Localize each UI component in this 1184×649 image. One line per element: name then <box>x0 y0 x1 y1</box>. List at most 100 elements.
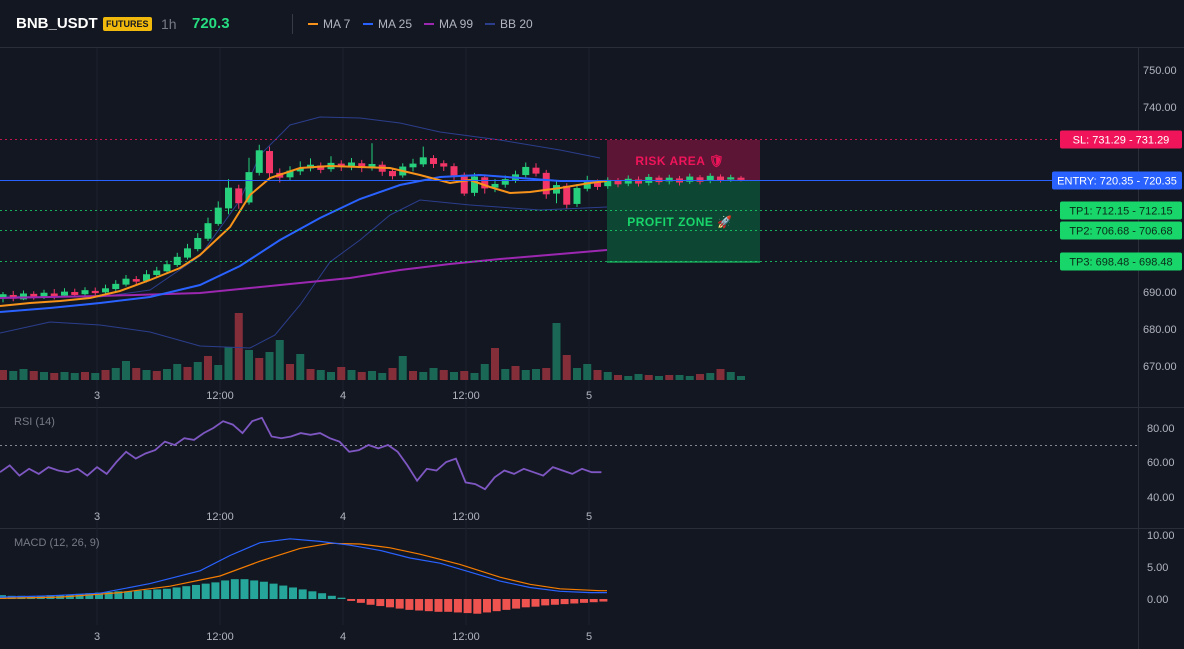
macd-histogram-bar <box>570 599 579 604</box>
price-tick: 750.00 <box>1143 65 1177 77</box>
bb-upper-band <box>0 116 601 298</box>
volume-bar <box>204 356 212 380</box>
volume-bar <box>542 368 551 380</box>
macd-histogram-bar <box>250 580 259 599</box>
candle-body <box>594 182 601 187</box>
candle-body <box>214 207 222 224</box>
volume-bar <box>327 372 335 380</box>
candle-body <box>204 223 212 239</box>
time-tick: 4 <box>340 511 346 523</box>
candle-body <box>194 237 202 250</box>
candle-body <box>0 294 7 298</box>
macd-histogram-bar <box>599 599 608 602</box>
macd-histogram-bar <box>463 599 472 614</box>
time-tick: 5 <box>586 511 592 523</box>
time-tick: 12:00 <box>206 631 234 643</box>
macd-histogram-bar <box>221 580 230 599</box>
legend-bb20[interactable]: BB 20 <box>485 0 533 48</box>
candle-body <box>573 188 581 204</box>
volume-bar <box>91 373 100 380</box>
last-price: 720.3 <box>192 15 230 32</box>
volume-bar <box>214 365 223 380</box>
macd-histogram-bar <box>279 585 288 599</box>
rsi-panel[interactable] <box>0 416 1138 491</box>
candle-body <box>225 187 232 209</box>
volume-bar <box>122 361 130 380</box>
volume-bar <box>470 373 479 380</box>
level-badge-tp1 <box>1060 201 1182 220</box>
price-axis[interactable]: 750.00 740.00 690.00 680.00 670.00 <box>1143 65 1177 373</box>
rsi-time-axis: 3 12:00 4 12:00 5 <box>94 511 592 523</box>
macd-histogram-bar <box>541 599 550 606</box>
candle-body <box>40 292 48 297</box>
macd-histogram-bar <box>308 591 317 599</box>
level-badge-entry <box>1052 171 1182 190</box>
volume-bar <box>573 368 581 380</box>
volume-bar <box>306 369 315 380</box>
macd-histogram-bar <box>386 599 394 608</box>
risk-area-box[interactable] <box>607 140 760 181</box>
candle-body <box>563 185 571 205</box>
volume-bar <box>737 376 745 380</box>
volume-bar <box>409 371 417 380</box>
candle-body <box>317 165 325 170</box>
candle-body <box>30 293 38 298</box>
legend-ma99[interactable]: MA 99 <box>424 0 473 48</box>
macd-histogram-bar <box>453 599 462 613</box>
macd-axis: 10.00 5.00 0.00 <box>1147 530 1175 606</box>
level-badge-tp2 <box>1060 221 1182 240</box>
volume-bar <box>450 372 458 380</box>
macd-histogram-bar <box>424 599 433 612</box>
legend-ma25[interactable]: MA 25 <box>363 0 412 48</box>
macd-histogram-bar <box>473 599 482 614</box>
candle-body <box>81 290 89 295</box>
volume-bar <box>173 364 182 380</box>
volume-bar <box>726 372 735 380</box>
volume-bar <box>460 371 469 380</box>
macd-tick: 10.00 <box>1147 530 1175 542</box>
macd-histogram-bar <box>162 588 171 599</box>
volume-bar <box>716 369 725 380</box>
macd-histogram-bar <box>95 592 103 599</box>
candle-body <box>481 177 489 189</box>
volume-bar <box>378 373 387 380</box>
level-label-entry: ENTRY: 720.35 - 720.35 <box>1057 176 1177 188</box>
candle-body <box>471 176 478 193</box>
volume-bar <box>593 370 602 380</box>
candle-body <box>61 291 68 296</box>
candle-body <box>50 293 58 297</box>
profit-zone-box[interactable] <box>607 181 760 262</box>
candle-body <box>132 279 140 282</box>
volume-bar <box>552 323 561 380</box>
price-panel[interactable] <box>0 116 745 380</box>
macd-histogram-bar <box>259 581 268 599</box>
candle-body <box>440 163 448 167</box>
volume-bar <box>337 367 346 380</box>
bb-lower-band <box>0 199 608 349</box>
macd-histogram-bar <box>444 599 453 612</box>
time-tick: 5 <box>586 631 592 643</box>
rsi-axis: 80.00 60.00 40.00 <box>1147 423 1175 504</box>
macd-panel[interactable] <box>0 538 608 614</box>
candle-body <box>645 176 653 183</box>
chart-header: BNB_USDT FUTURES 1h 720.3 MA 7 MA 25 MA … <box>0 0 1184 48</box>
volume-bar <box>696 374 704 380</box>
legend-ma7[interactable]: MA 7 <box>308 0 350 48</box>
interval-label[interactable]: 1h <box>161 16 177 32</box>
candle-body <box>624 178 632 184</box>
candle-body <box>122 278 130 285</box>
candle-body <box>266 151 273 174</box>
trade-levels[interactable]: SL: 731.29 - 731.29 ENTRY: 720.35 - 720.3… <box>0 130 1182 271</box>
volume-bar <box>265 352 274 380</box>
macd-histogram-bar <box>85 593 94 599</box>
volume-bar <box>183 367 192 380</box>
rsi-line <box>0 416 602 491</box>
level-badge-tp3 <box>1060 252 1182 271</box>
macd-histogram-bar <box>289 587 297 599</box>
symbol-name[interactable]: BNB_USDT <box>16 15 98 32</box>
level-label-sl: SL: 731.29 - 731.29 <box>1073 135 1170 147</box>
macd-histogram-bar <box>327 595 336 599</box>
volume-bar <box>357 372 366 380</box>
volume-bar <box>193 362 202 380</box>
